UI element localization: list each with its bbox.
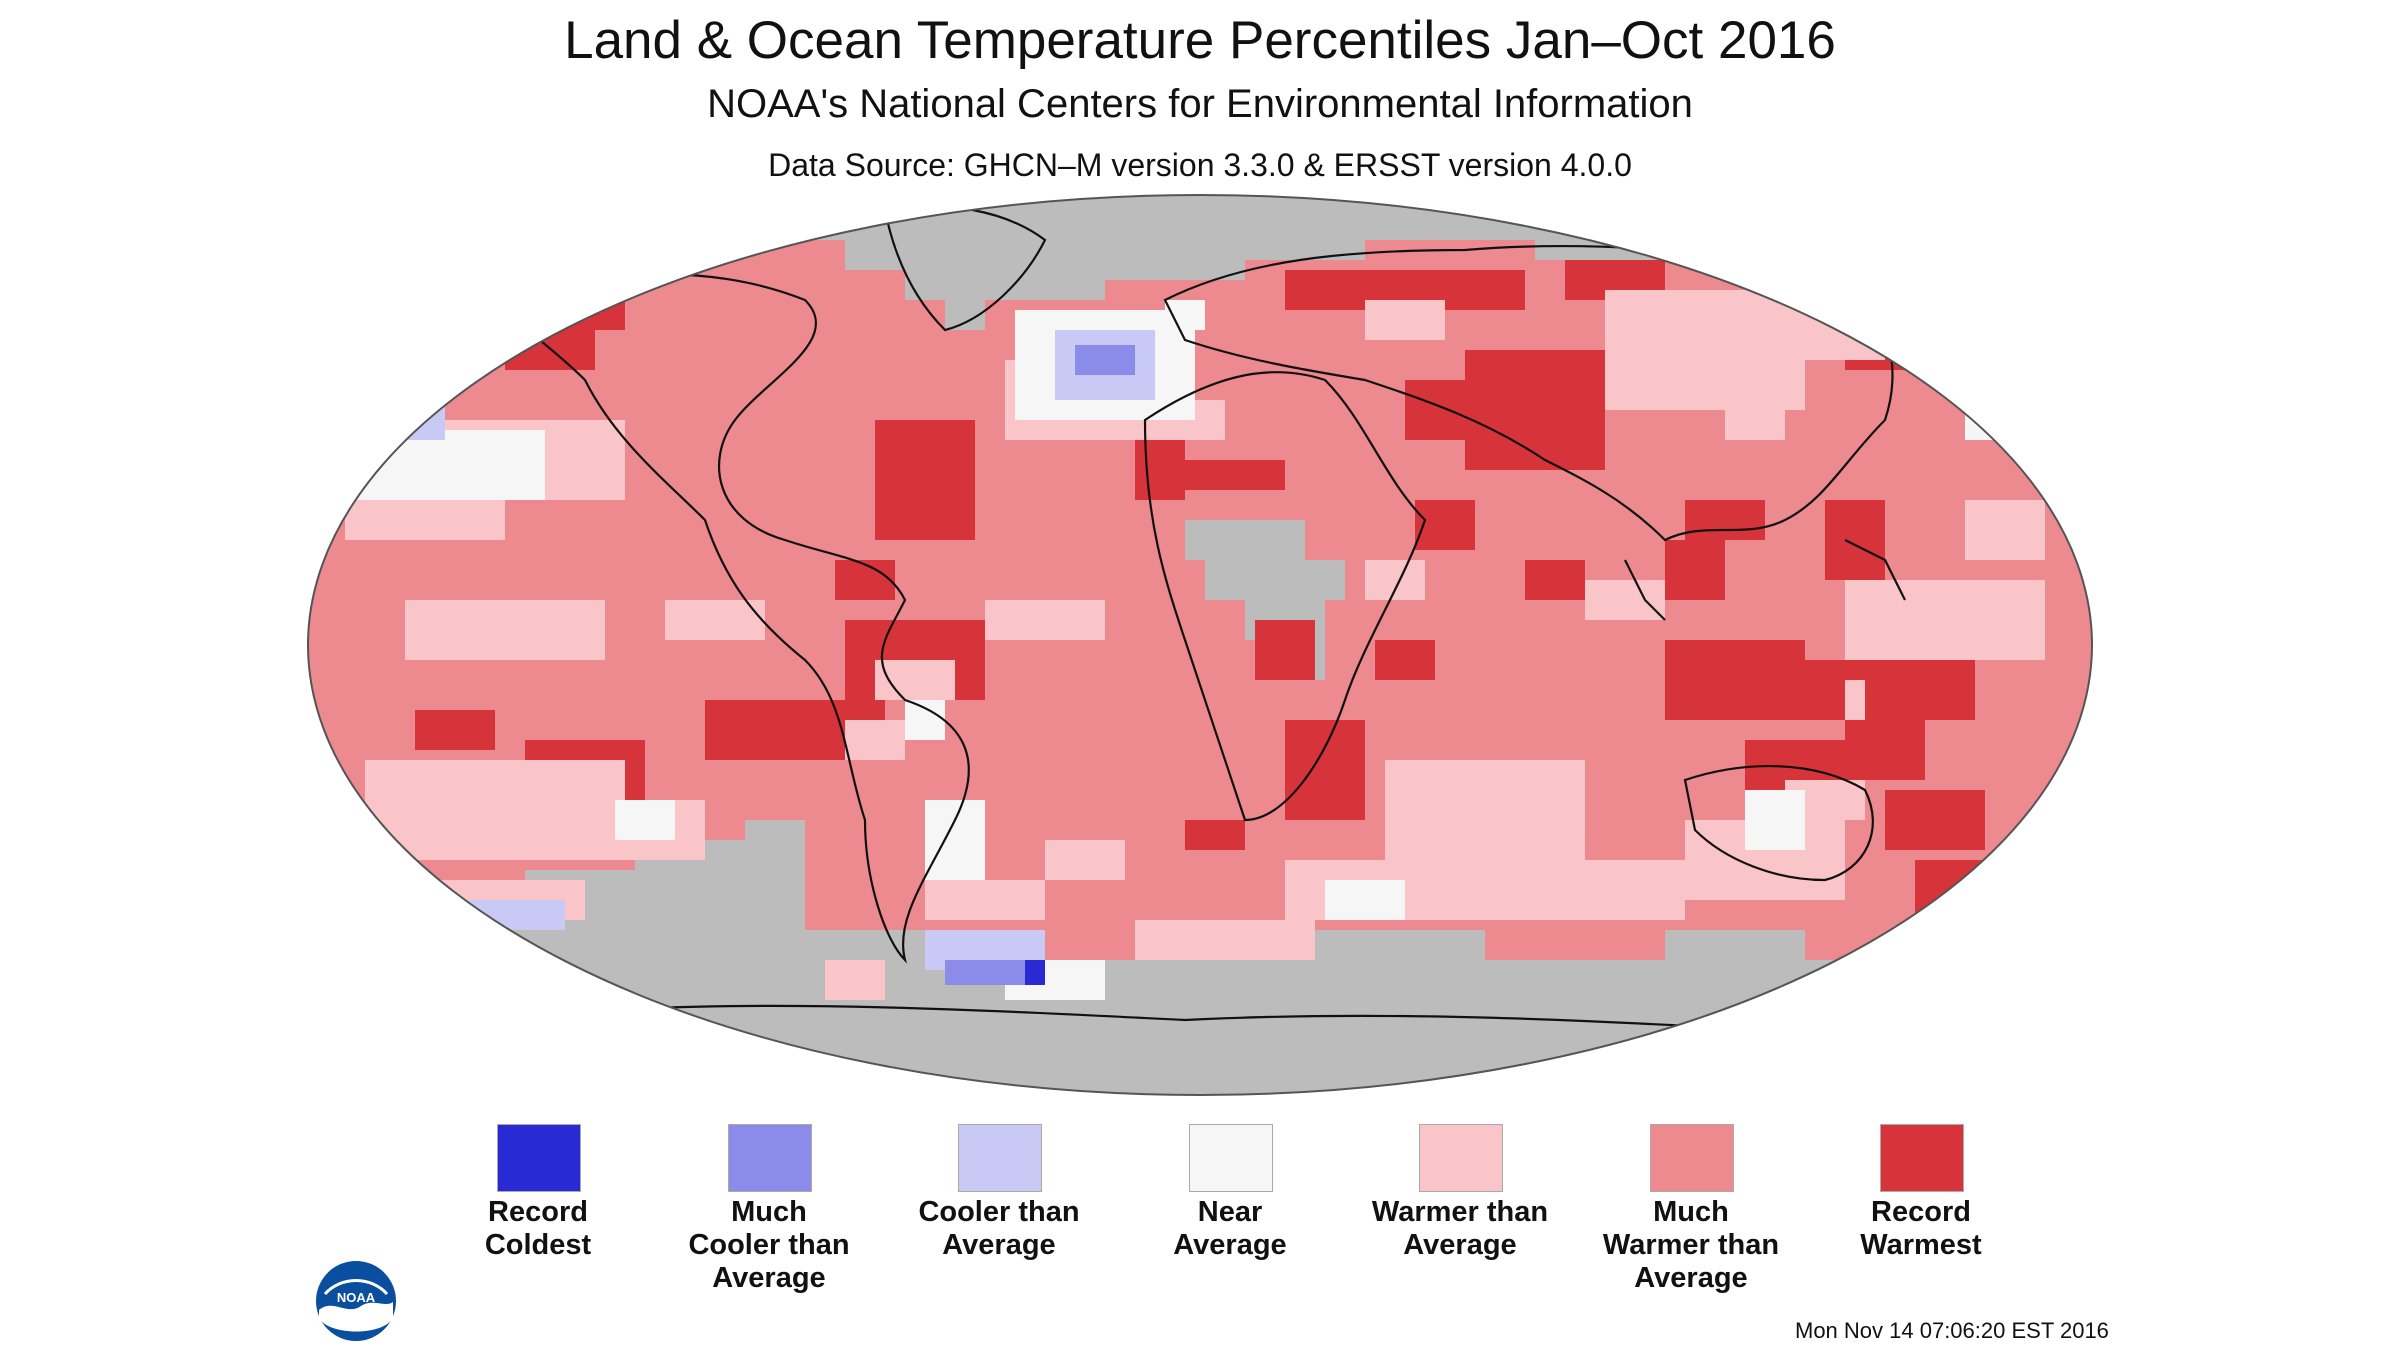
world-percentile-map: [307, 194, 2093, 1096]
legend-label-record-coldest: Record Coldest: [484, 1196, 592, 1261]
record-coldest-cell: [1025, 960, 1045, 985]
noaa-logo-text: NOAA: [337, 1290, 376, 1305]
coastlines: [503, 205, 1906, 1032]
legend-swatch-warmer: [1419, 1124, 1503, 1192]
legend-label-much-cooler: Much Cooler than Average: [688, 1196, 850, 1294]
much-cooler-cells: [945, 345, 1135, 985]
legend-label-cooler: Cooler than Average: [918, 1196, 1080, 1261]
legend-swatch-record-coldest: [497, 1124, 581, 1192]
data-source: Data Source: GHCN–M version 3.3.0 & ERSS…: [768, 147, 1632, 183]
map-fill: [308, 195, 2092, 1095]
legend-label-much-warmer: Much Warmer than Average: [1602, 1196, 1780, 1294]
timestamp: Mon Nov 14 07:06:20 EST 2016: [1795, 1318, 2109, 1343]
legend-swatch-near-average: [1189, 1124, 1273, 1192]
legend-label-near-average: Near Average: [1173, 1196, 1287, 1261]
legend-label-record-warmest: Record Warmest: [1860, 1196, 1982, 1261]
legend-swatch-much-cooler: [728, 1124, 812, 1192]
figure-frame: Land & Ocean Temperature Percentiles Jan…: [285, 0, 2115, 1350]
map-subtitle: NOAA's National Centers for Environmenta…: [707, 82, 1693, 126]
legend-swatch-much-warmer: [1650, 1124, 1734, 1192]
noaa-logo-icon: NOAA: [314, 1259, 398, 1343]
legend-swatch-record-warmest: [1880, 1124, 1964, 1192]
legend-label-warmer: Warmer than Average: [1371, 1196, 1549, 1261]
legend-swatch-cooler: [958, 1124, 1042, 1192]
map-title: Land & Ocean Temperature Percentiles Jan…: [564, 11, 1836, 70]
greenland-no-data: [905, 250, 985, 330]
globe-outline: [307, 194, 2093, 1096]
